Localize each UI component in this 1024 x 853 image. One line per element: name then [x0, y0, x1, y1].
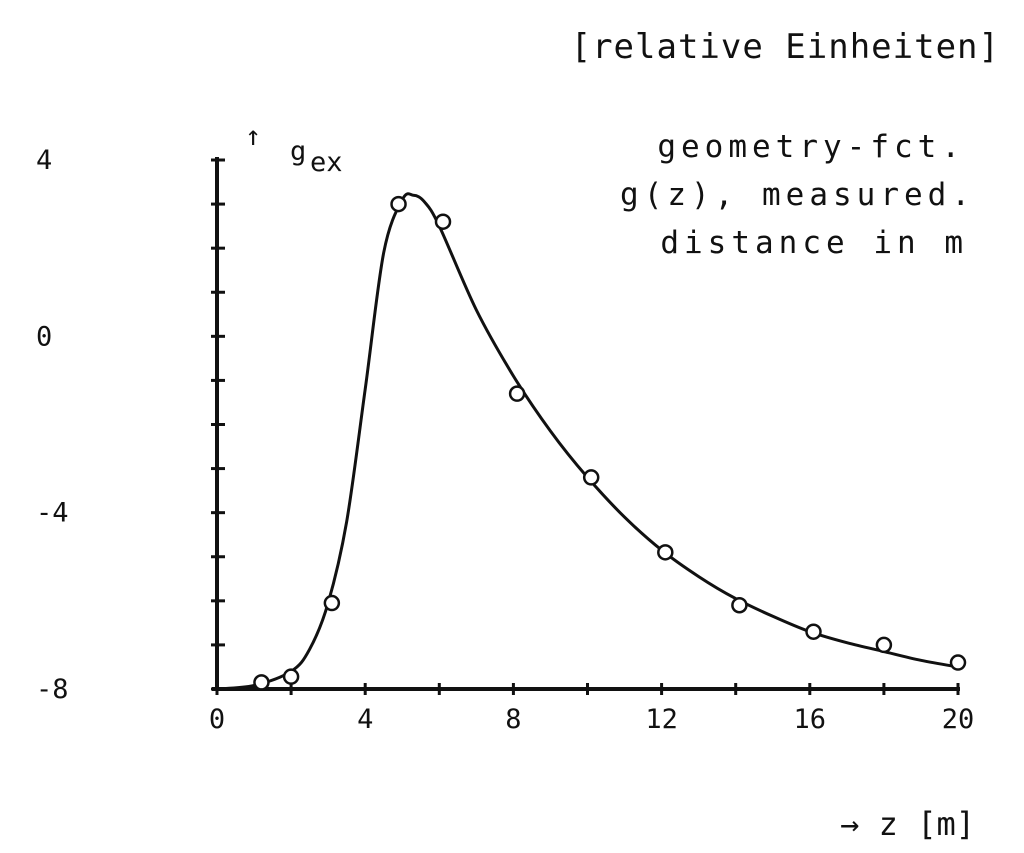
measured-points	[253, 195, 967, 691]
y-tick-label: -8	[36, 674, 69, 705]
x-tick-label: 0	[209, 704, 225, 735]
fitted-curve-line	[216, 192, 959, 691]
data-point	[657, 544, 674, 561]
y-tick-label: -4	[36, 498, 69, 529]
x-axis-ticks	[215, 683, 960, 695]
y-tick-label: 4	[36, 145, 52, 176]
data-point	[253, 674, 270, 691]
y-axis-tick-labels: 4 0 -4 -8	[36, 145, 69, 705]
y-tick-label: 0	[36, 321, 52, 352]
x-tick-label: 20	[942, 704, 975, 735]
annotation-line-2: g(z), measured.	[620, 177, 975, 213]
x-axis-tick-labels: 0 4 8 12 16 20	[209, 704, 974, 735]
x-tick-label: 8	[505, 704, 521, 735]
chart-title: [relative Einheiten]	[571, 27, 1000, 67]
annotation-line-1: geometry-fct.	[657, 129, 965, 165]
y-axis-label-sub: ex	[310, 147, 343, 178]
data-point	[805, 623, 822, 640]
data-point	[434, 213, 452, 230]
data-point	[282, 668, 300, 685]
data-point	[508, 385, 526, 402]
x-axis-label: → z [m]	[840, 805, 975, 843]
x-tick-label: 16	[794, 704, 827, 735]
data-point	[323, 594, 341, 612]
y-axis-label-arrow: ↑	[245, 121, 261, 152]
annotation-line-3: distance in m	[660, 225, 968, 261]
x-tick-label: 4	[357, 704, 373, 735]
data-point	[390, 195, 407, 213]
y-axis-ticks	[211, 158, 225, 691]
data-point	[949, 654, 967, 671]
data-point	[582, 469, 600, 486]
data-point	[731, 596, 748, 614]
x-tick-label: 12	[645, 704, 678, 735]
y-axis-label-main: g	[290, 136, 306, 167]
data-point	[875, 636, 893, 654]
